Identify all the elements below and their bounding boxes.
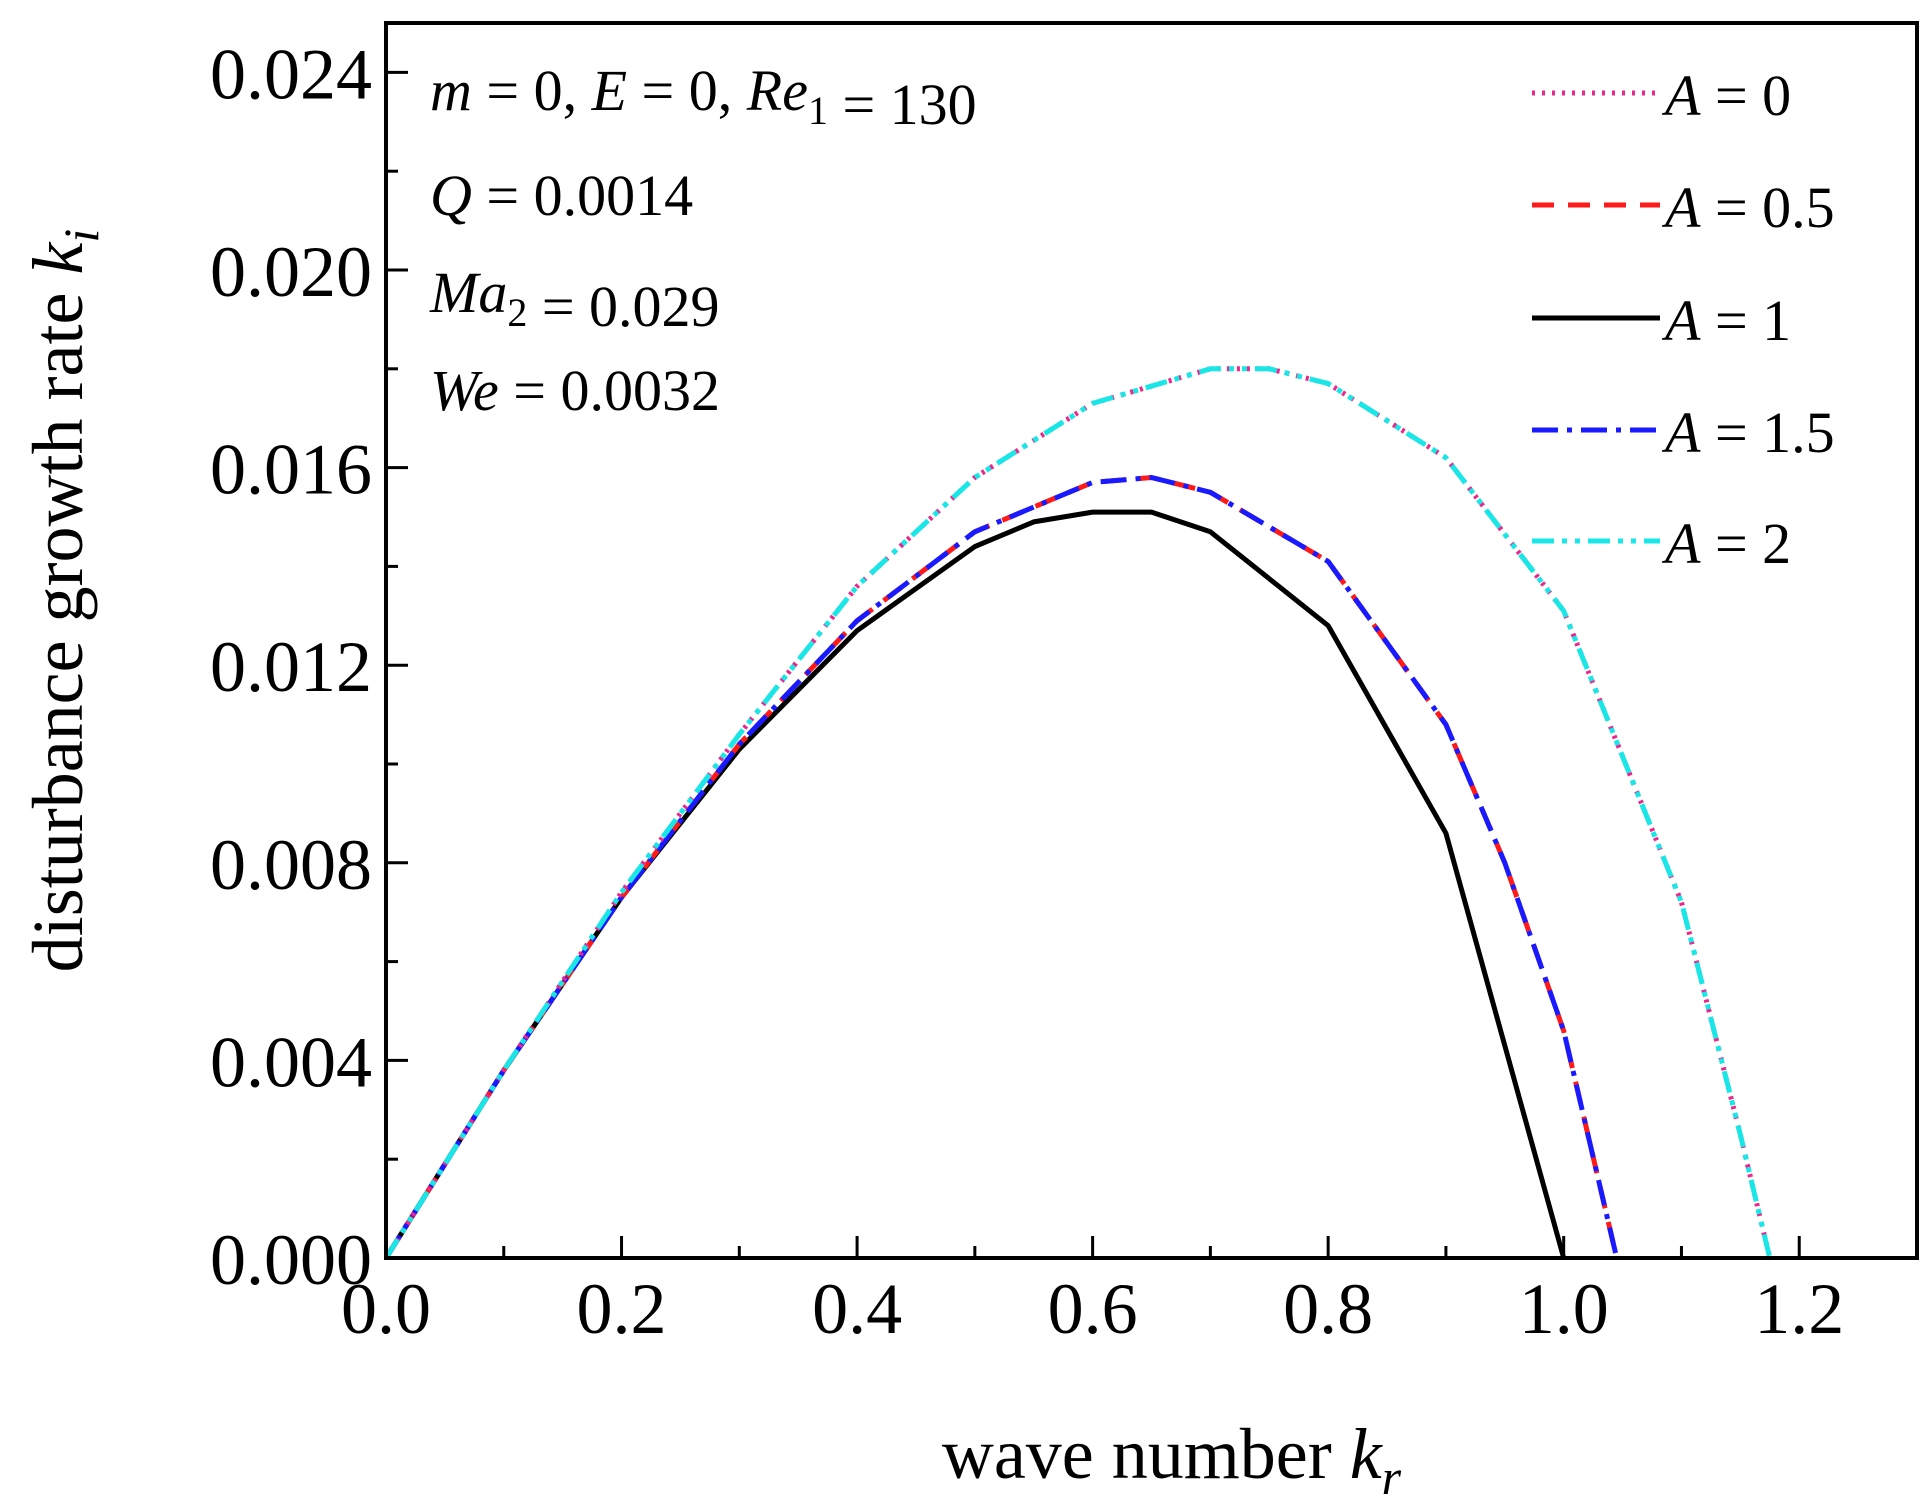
y-tick-label: 0.024 [210,34,372,114]
axis-titles: wave number kr disturbance growth rate ki [18,229,1402,1499]
series-line-a-1-5 [383,475,1620,1260]
y-tick-label: 0.008 [210,825,372,905]
params-line-2: Q = 0.0014 [430,163,693,228]
legend-label: A = 2 [1661,511,1791,576]
y-tick-label: 0.012 [210,627,372,707]
legend-label: A = 1 [1661,288,1791,353]
tick-labels: 0.0 0.2 0.4 0.6 0.8 1.0 1.2 0.000 0.004 0.008 0.01… [210,34,1844,1349]
series-line-a-1 [383,509,1567,1260]
params-line-4: We = 0.0032 [430,358,720,423]
series-line-a-0 [383,366,1773,1260]
axis-ticks [384,70,1919,1260]
y-axis-title: disturbance growth rate ki [18,229,109,973]
legend-label: A = 0.5 [1661,175,1835,240]
x-axis-title: wave number kr [942,1414,1402,1499]
legend-label: A = 1.5 [1661,400,1835,465]
x-tick-label: 0.4 [812,1269,902,1349]
series-line-a-2 [383,366,1773,1260]
y-tick-label: 0.020 [210,232,372,312]
x-tick-label: 1.2 [1754,1269,1844,1349]
y-tick-label: 0.004 [210,1022,372,1102]
plot-series-layer [383,366,1773,1260]
x-tick-label: 0.6 [1048,1269,1138,1349]
parameter-annotations: m = 0, E = 0, Re1 = 130 Q = 0.0014 Ma2 = 0… [429,58,977,423]
x-tick-label: 0.0 [341,1269,431,1349]
x-tick-label: 0.2 [577,1269,667,1349]
plot-frame [384,21,1919,1260]
x-tick-label: 1.0 [1519,1269,1609,1349]
legend: A = 0 A = 0.5 A = 1 A = 1.5 A = 2 [1532,63,1835,576]
legend-label: A = 0 [1661,63,1791,128]
params-line-1: m = 0, E = 0, Re1 = 130 [430,58,977,137]
series-line-a-0-5 [383,475,1620,1260]
y-tick-label: 0.000 [210,1220,372,1300]
params-line-3: Ma2 = 0.029 [429,260,720,339]
y-tick-label: 0.016 [210,430,372,510]
x-tick-label: 0.8 [1283,1269,1373,1349]
